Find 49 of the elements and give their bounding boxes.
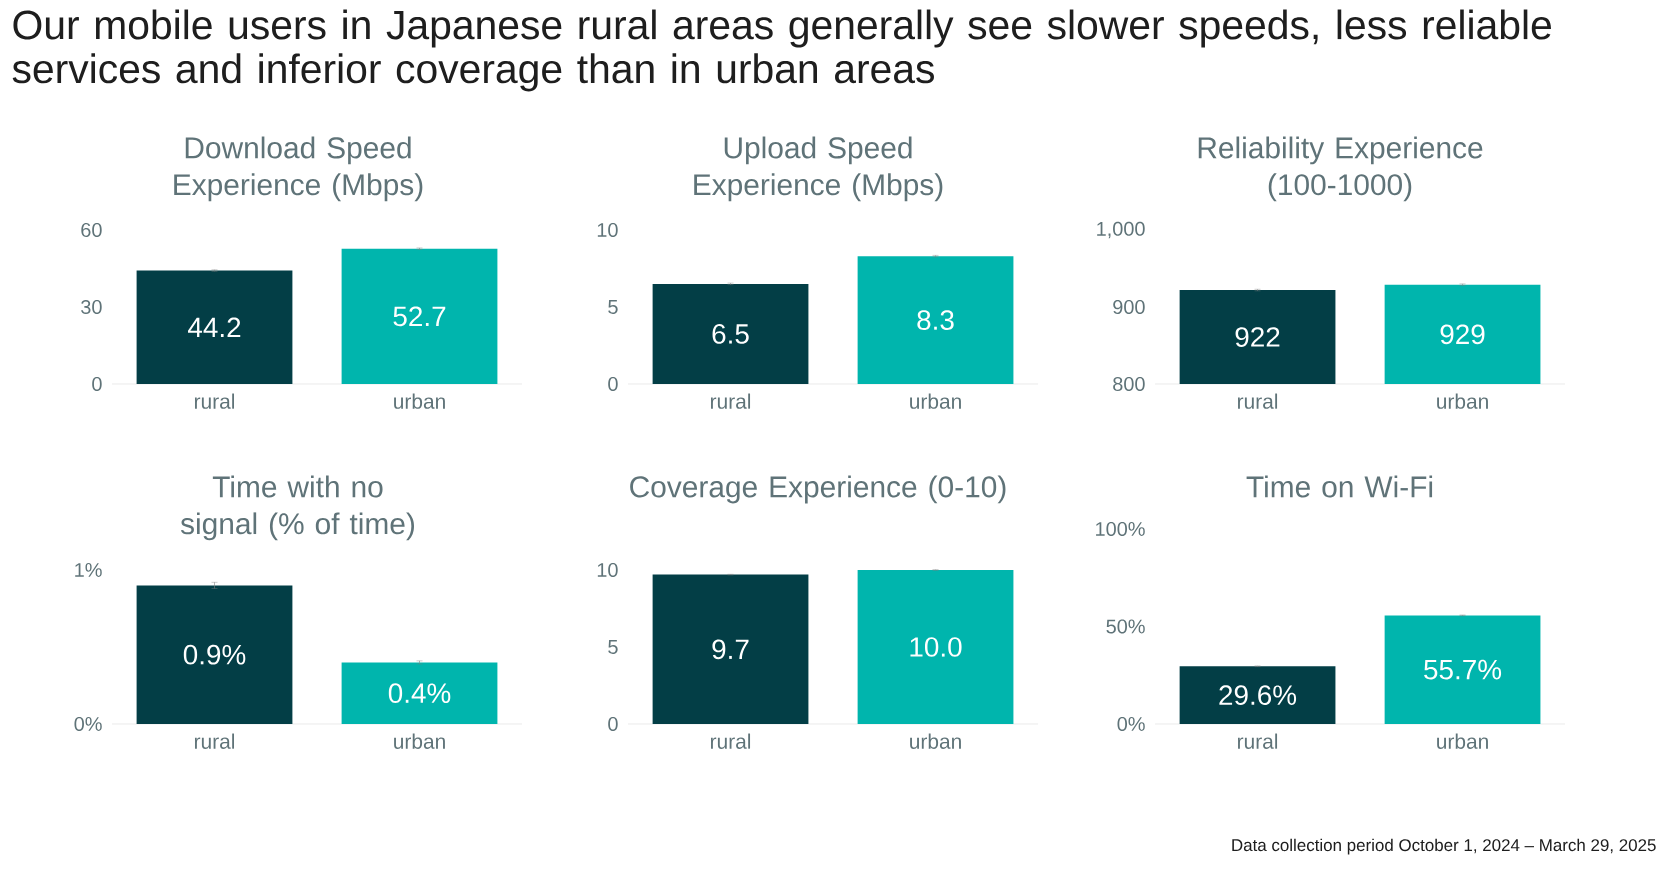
- chart-title: Time with no signal (% of time): [180, 475, 415, 541]
- chart-title: Reliability Experience (100-1000): [1198, 136, 1483, 202]
- data-label: 0.4%: [388, 683, 451, 704]
- y-tick-label: 1,000: [1097, 221, 1145, 239]
- x-tick-label: rural: [194, 733, 235, 749]
- chart-title: Time on Wi-Fi: [1246, 475, 1433, 498]
- y-tick-label: 10: [597, 562, 618, 578]
- x-tick-label: urban: [394, 393, 445, 409]
- y-tick-label: 0%: [1117, 716, 1145, 732]
- y-tick-label: 60: [81, 222, 102, 238]
- y-tick-label: 800: [1113, 376, 1145, 392]
- y-tick-label: 30: [81, 299, 102, 315]
- text: Our mobile users in Japanese rural areas generally see slower speeds, less reliable services and inferior coverage than in urban areas: [12, 9, 1551, 92]
- x-tick-label: urban: [1437, 733, 1488, 749]
- data-label: 0.9%: [183, 644, 246, 665]
- chart-title: Coverage Experience (0-10): [630, 475, 1006, 504]
- x-tick-label: rural: [710, 733, 751, 749]
- data-label: 6.5: [712, 324, 749, 344]
- y-tick-label: 50%: [1106, 619, 1145, 634]
- x-tick-label: urban: [1437, 393, 1488, 409]
- y-tick-label: 900: [1113, 299, 1145, 315]
- x-tick-label: rural: [194, 393, 235, 409]
- y-tick-label: 0: [608, 716, 618, 732]
- data-label: 44.2: [188, 317, 241, 338]
- y-tick-label: 0: [608, 376, 618, 392]
- y-tick-label: 100%: [1096, 521, 1145, 537]
- data-label: 9.7: [712, 639, 749, 660]
- x-tick-label: rural: [1237, 393, 1278, 409]
- data-label: 8.3: [917, 310, 954, 330]
- data-label: 52.7: [393, 306, 446, 327]
- x-tick-label: rural: [1237, 733, 1278, 749]
- y-tick-label: 5: [608, 640, 618, 654]
- x-tick-label: urban: [910, 733, 961, 749]
- data-label: 29.6%: [1219, 685, 1297, 705]
- x-tick-label: rural: [710, 393, 751, 409]
- y-tick-label: 0%: [74, 716, 102, 732]
- y-tick-label: 10: [597, 222, 618, 238]
- x-tick-label: urban: [394, 733, 445, 749]
- text: Data collection period October 1, 2024 – March 29, 2025: [1232, 838, 1656, 855]
- chart-title: Upload Speed Experience (Mbps): [694, 136, 943, 202]
- data-label: 929: [1440, 324, 1485, 345]
- y-tick-label: 1%: [75, 563, 102, 577]
- y-tick-label: 0: [92, 376, 102, 392]
- data-label: 10.0: [910, 637, 962, 657]
- chart-title: Download Speed Experience (Mbps): [174, 136, 423, 202]
- x-tick-label: urban: [910, 393, 961, 409]
- y-tick-label: 5: [608, 300, 618, 314]
- data-label: 55.7%: [1424, 659, 1502, 680]
- data-label: 922: [1235, 327, 1280, 347]
